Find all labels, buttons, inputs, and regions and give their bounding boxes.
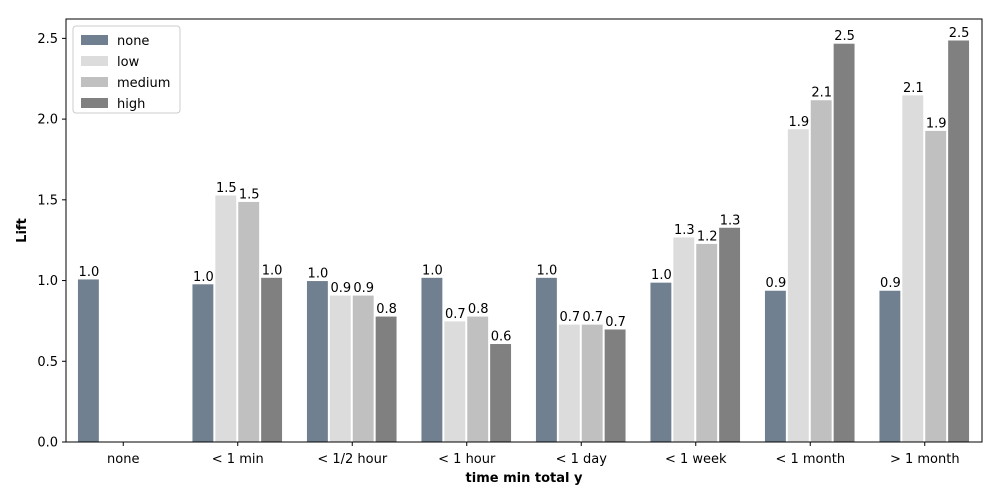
y-axis-title: Lift: [15, 218, 30, 243]
bar-medium-7: [924, 129, 948, 443]
x-tick-label: < 1 week: [665, 452, 727, 467]
data-label: 1.3: [674, 223, 695, 238]
data-label: 0.9: [330, 281, 351, 296]
data-label: 0.9: [766, 276, 787, 291]
legend-label-low: low: [117, 55, 140, 70]
data-label: 1.9: [788, 115, 809, 130]
bar-medium-2: [351, 294, 375, 443]
legend-swatch-high: [81, 98, 108, 108]
bar-none-2: [305, 280, 329, 443]
legend-label-high: high: [117, 97, 145, 112]
y-tick-label: 0.5: [37, 355, 58, 370]
y-tick-label: 2.5: [37, 32, 58, 47]
bars-layer: [76, 39, 971, 443]
x-axis-title: time min total y: [466, 471, 583, 486]
bar-low-5: [672, 236, 696, 443]
bar-high-7: [947, 39, 971, 443]
bar-high-1: [260, 276, 284, 443]
y-tick-label: 1.5: [37, 193, 58, 208]
data-label: 0.7: [559, 310, 580, 325]
data-label: 1.9: [926, 116, 947, 131]
data-label: 1.5: [239, 187, 260, 202]
data-label: 1.0: [422, 263, 443, 278]
bar-none-0: [76, 278, 100, 443]
bar-none-4: [534, 276, 558, 443]
data-label: 0.6: [491, 330, 512, 345]
bar-low-1: [214, 194, 238, 443]
data-label: 1.5: [216, 181, 237, 196]
bar-low-2: [328, 294, 352, 443]
data-label: 2.5: [834, 29, 855, 44]
x-tick-label: none: [107, 452, 139, 467]
bar-high-5: [718, 226, 742, 443]
x-tick-label: < 1 min: [212, 452, 264, 467]
data-label: 2.5: [949, 26, 970, 41]
bar-low-6: [786, 128, 810, 443]
y-tick-label: 1.0: [37, 274, 58, 289]
bar-high-4: [603, 328, 627, 443]
x-tick-label: < 1 hour: [438, 452, 496, 467]
legend-label-none: none: [117, 34, 149, 49]
data-label: 1.3: [720, 213, 741, 228]
bar-medium-1: [237, 200, 261, 443]
data-label: 0.7: [445, 307, 466, 322]
data-label: 1.0: [193, 270, 214, 285]
y-tick-label: 0.0: [37, 436, 58, 451]
legend-box: [72, 25, 181, 114]
data-label: 2.1: [903, 81, 924, 96]
legend: none low medium high: [72, 25, 181, 114]
legend-swatch-medium: [81, 77, 108, 87]
bar-medium-6: [809, 99, 833, 443]
y-tick-label: 2.0: [37, 113, 58, 128]
bar-none-3: [420, 276, 444, 443]
bar-low-7: [901, 94, 925, 443]
data-label: 0.7: [582, 310, 603, 325]
legend-label-medium: medium: [117, 76, 170, 91]
bar-medium-3: [466, 315, 490, 443]
bar-high-3: [489, 343, 513, 443]
plot-frame: [65, 18, 983, 443]
data-label: 1.0: [651, 268, 672, 283]
bar-medium-4: [580, 323, 604, 443]
bar-none-7: [878, 289, 902, 443]
data-label: 1.0: [79, 265, 100, 280]
data-label: 0.9: [880, 276, 901, 291]
data-label: 0.7: [605, 315, 626, 330]
data-label: 0.9: [353, 281, 374, 296]
bar-none-6: [763, 289, 787, 443]
bar-high-2: [374, 315, 398, 443]
x-tick-label: < 1 month: [775, 452, 845, 467]
data-label: 1.0: [537, 263, 558, 278]
x-tick-label: > 1 month: [890, 452, 960, 467]
legend-swatch-low: [81, 56, 108, 66]
bar-low-4: [557, 323, 581, 443]
axes-layer: [65, 18, 983, 443]
x-tick-label: < 1/2 hour: [317, 452, 388, 467]
bar-high-6: [832, 42, 856, 443]
data-labels-layer: 1.0 1.01.5 1.51.0 1.00.9 0.90.81.00.7 0.80.61…: [79, 26, 970, 345]
ticks-layer: none < 1 min < 1/2 hour < 1 hour < 1 day < 1 …: [37, 32, 959, 467]
legend-swatch-none: [81, 35, 108, 45]
data-label: 2.1: [811, 86, 832, 101]
bar-none-1: [191, 283, 215, 443]
data-label: 1.0: [308, 267, 329, 282]
bar-none-5: [649, 281, 673, 443]
data-label: 1.2: [697, 229, 718, 244]
bar-medium-5: [695, 242, 719, 443]
data-label: 0.8: [376, 302, 397, 317]
x-tick-label: < 1 day: [556, 452, 608, 467]
data-label: 0.8: [468, 302, 489, 317]
bar-low-3: [443, 320, 467, 443]
data-label: 1.0: [262, 263, 283, 278]
